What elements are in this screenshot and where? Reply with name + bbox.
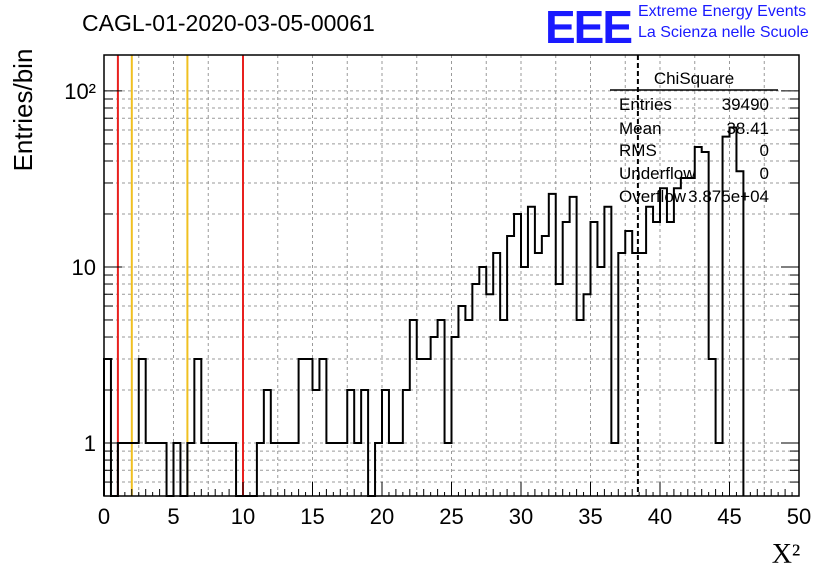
x-tick-label: 40 <box>648 504 672 529</box>
stats-rms-label: RMS <box>619 141 657 160</box>
x-tick-label: 10 <box>231 504 255 529</box>
reference-lines <box>116 55 244 496</box>
y-axis-label: Entries/bin <box>8 49 38 172</box>
x-tick-label: 50 <box>787 504 811 529</box>
x-tick-label: 5 <box>167 504 179 529</box>
y-tick-label: 1 <box>84 431 96 456</box>
stats-mean-value: 38.41 <box>726 119 769 138</box>
histogram-outline <box>103 126 745 497</box>
chart-title: CAGL-01-2020-03-05-00061 <box>82 10 375 36</box>
y-tick-label: 10² <box>64 79 96 104</box>
stats-entries-label: Entries <box>619 95 672 114</box>
x-tick-label: 25 <box>439 504 463 529</box>
stats-underflow-value: 0 <box>760 164 769 183</box>
logo-line-1: Extreme Energy Events <box>638 3 807 20</box>
stats-entries-value: 39490 <box>722 95 769 114</box>
x-tick-label: 35 <box>578 504 602 529</box>
x-tick-label: 45 <box>717 504 741 529</box>
stats-mean-label: Mean <box>619 119 662 138</box>
stats-overflow-value: 3.875e+04 <box>688 187 769 206</box>
y-tick-label: 10 <box>72 255 96 280</box>
stats-box: ChiSquare Entries 39490 Mean 38.41 RMS 0… <box>610 69 778 206</box>
x-axis-label: Χ² <box>772 539 801 570</box>
eee-logo: EEE <box>545 1 633 53</box>
axis-ticks <box>103 90 800 497</box>
stats-rms-value: 0 <box>760 141 769 160</box>
x-tick-label: 30 <box>509 504 533 529</box>
stats-box-name: ChiSquare <box>654 69 734 88</box>
x-tick-label: 0 <box>98 504 110 529</box>
logo-line-2: La Scienza nelle Scuole <box>638 24 809 41</box>
tick-labels: 0 5 10 15 20 25 30 35 40 45 50 1 10 10² <box>64 79 811 529</box>
stats-overflow-label: Overflow <box>619 187 687 206</box>
x-tick-label: 20 <box>370 504 394 529</box>
stats-underflow-label: Underflow <box>619 164 696 183</box>
x-tick-label: 15 <box>300 504 324 529</box>
